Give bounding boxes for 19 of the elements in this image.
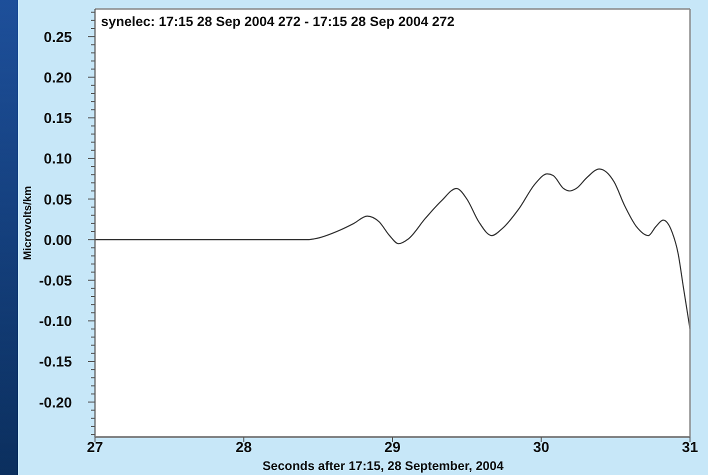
x-axis-title: Seconds after 17:15, 28 September, 2004 [262,459,504,473]
y-tick-label: 0.25 [44,30,72,46]
line-series [94,168,691,330]
y-tick-label: -0.10 [38,314,72,330]
x-tick-label: 27 [86,440,104,456]
y-tick-label: 0.15 [44,111,72,128]
y-tick-label: 0.00 [44,232,72,249]
y-tick-label: -0.20 [38,395,72,412]
y-tick-label: 0.10 [44,152,72,168]
y-tick-label: -0.05 [38,273,72,290]
y-tick-label: -0.15 [38,354,72,371]
x-tick-label: 30 [533,440,550,456]
chart-title: synelec: 17:15 28 Sep 2004 272 - 17:15 28 Sep 2004 272 [101,14,455,29]
y-axis-title: Microvolts/km [22,186,34,260]
x-tick-label: 29 [384,440,401,456]
x-tick-label: 28 [236,440,252,456]
y-tick-label: 0.05 [44,192,72,208]
y-tick-label: 0.20 [44,70,72,86]
x-tick-label: 31 [682,440,698,456]
